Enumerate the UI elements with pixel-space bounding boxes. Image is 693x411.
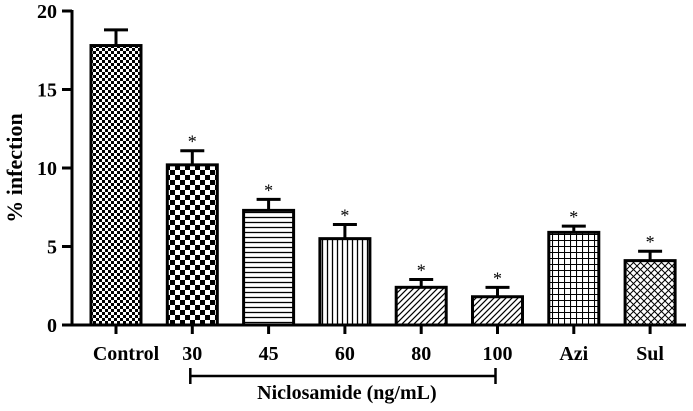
- x-tick-label: 80: [411, 343, 431, 365]
- significance-marker: *: [493, 268, 502, 288]
- y-tick-label: 10: [37, 158, 57, 180]
- bar-80: [394, 285, 448, 327]
- x-tick-label: 45: [259, 343, 279, 365]
- bars: * * * * * * *: [89, 28, 677, 334]
- bar-30: [165, 163, 219, 327]
- y-tick-label: 15: [37, 80, 57, 102]
- x-tick-label: Sul: [636, 343, 664, 365]
- x-tick-label: Control: [93, 343, 160, 365]
- y-tick-label: 5: [47, 237, 57, 259]
- bar-azi: [547, 230, 601, 327]
- bar-sul: [623, 259, 677, 327]
- y-ticks: 0 5 10 15 20: [37, 1, 72, 337]
- bracket-label: Niclosamide (ng/mL): [257, 382, 436, 404]
- significance-marker: *: [264, 180, 273, 200]
- x-tick-label: Azi: [559, 343, 588, 365]
- y-axis-title: % infection: [2, 113, 27, 222]
- bar-45: [242, 208, 296, 327]
- bar-100: [471, 295, 524, 327]
- x-tick-label: 30: [182, 343, 202, 365]
- y-tick-label: 0: [47, 315, 57, 337]
- group-bracket: Niclosamide (ng/mL): [189, 368, 497, 404]
- x-tick-label: 60: [335, 343, 355, 365]
- significance-marker: *: [188, 132, 197, 152]
- significance-marker: *: [646, 232, 655, 252]
- significance-marker: *: [569, 207, 578, 227]
- y-tick-label: 20: [37, 1, 57, 23]
- x-tick-label: 100: [483, 343, 513, 365]
- significance-marker: *: [417, 260, 426, 280]
- bar-control: [89, 44, 143, 327]
- significance-marker: *: [340, 206, 349, 226]
- x-tick-labels: Control 30 45 60 80 100 Azi Sul: [93, 343, 665, 365]
- bar-60: [318, 237, 372, 327]
